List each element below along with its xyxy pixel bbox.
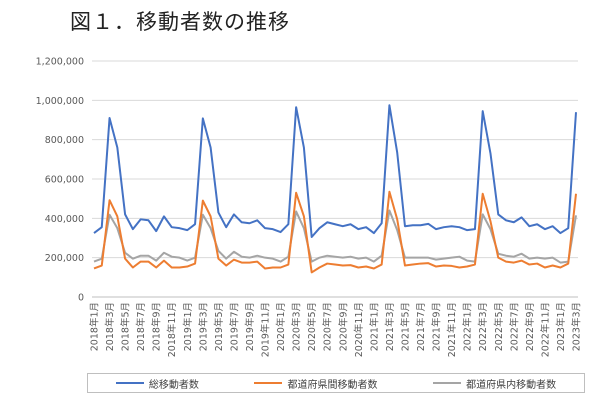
x-tick-label: 2020年7月 [322, 302, 334, 351]
legend-item-interprefecture: 都道府県間移動者数 [254, 376, 377, 391]
y-tick-label: 400,000 [45, 214, 84, 225]
x-tick-label: 2019年1月 [182, 302, 194, 351]
x-axis-ticks: 2018年1月 2018年3月 2018年5月 2018年7月 2018年9月 2018年… [89, 302, 583, 357]
x-tick-label: 2020年9月 [337, 302, 349, 351]
x-tick-label: 2022年3月 [477, 302, 489, 351]
legend: 総移動者数 都道府県間移動者数 都道府県内移動者数 [87, 373, 585, 393]
series-line-interprefecture [93, 190, 577, 274]
x-tick-label: 2022年11月 [539, 302, 551, 357]
legend-item-total: 総移動者数 [115, 376, 199, 391]
x-tick-label: 2018年5月 [120, 302, 132, 351]
y-tick-label: 600,000 [45, 175, 84, 186]
x-tick-label: 2021年9月 [431, 302, 443, 351]
x-tick-label: 2019年9月 [244, 302, 256, 351]
x-tick-label: 2023年1月 [555, 302, 567, 351]
x-tick-label: 2018年7月 [135, 302, 147, 351]
y-tick-label: 1,000,000 [36, 96, 84, 107]
legend-swatch-interprefecture [254, 382, 283, 384]
x-tick-label: 2021年5月 [399, 302, 411, 351]
y-tick-label: 200,000 [45, 253, 84, 264]
x-tick-label: 2018年3月 [104, 302, 116, 351]
chart-title: 図１．移動者数の推移 [70, 10, 290, 34]
x-tick-label: 2018年11月 [166, 302, 178, 357]
legend-swatch-total [115, 382, 144, 384]
x-tick-label: 2018年1月 [89, 302, 101, 351]
x-tick-label: 2019年3月 [197, 302, 209, 351]
y-tick-label: 800,000 [45, 135, 84, 146]
legend-label-total: 総移動者数 [148, 379, 199, 391]
x-tick-label: 2022年1月 [462, 302, 474, 351]
y-tick-label: 1,200,000 [36, 57, 84, 68]
legend-label-interprefecture: 都道府県間移動者数 [287, 379, 378, 391]
x-tick-label: 2022年5月 [493, 302, 505, 351]
x-tick-label: 2021年3月 [384, 302, 396, 351]
x-tick-label: 2023年3月 [571, 302, 583, 351]
legend-item-intraprefecture: 都道府県内移動者数 [433, 376, 556, 391]
series-lines [93, 104, 577, 274]
x-tick-label: 2021年11月 [446, 302, 458, 357]
y-axis-ticks: 0 200,000 400,000 600,000 800,000 1,000,000 1,… [36, 57, 84, 304]
x-tick-label: 2019年7月 [228, 302, 240, 351]
y-tick-label: 0 [78, 293, 84, 304]
x-tick-label: 2022年7月 [508, 302, 520, 351]
legend-swatch-intraprefecture [433, 382, 462, 384]
x-tick-label: 2022年9月 [524, 302, 536, 351]
x-tick-label: 2020年1月 [275, 302, 287, 351]
x-tick-label: 2021年7月 [415, 302, 427, 351]
x-tick-label: 2019年5月 [213, 302, 225, 351]
legend-label-intraprefecture: 都道府県内移動者数 [466, 379, 557, 391]
x-tick-label: 2020年3月 [291, 302, 303, 351]
x-tick-label: 2018年9月 [151, 302, 163, 351]
x-tick-label: 2021年1月 [368, 302, 380, 351]
x-tick-label: 2020年5月 [306, 302, 318, 351]
x-tick-label: 2019年11月 [260, 302, 272, 357]
series-line-total [93, 104, 577, 239]
x-tick-label: 2020年11月 [353, 302, 365, 357]
